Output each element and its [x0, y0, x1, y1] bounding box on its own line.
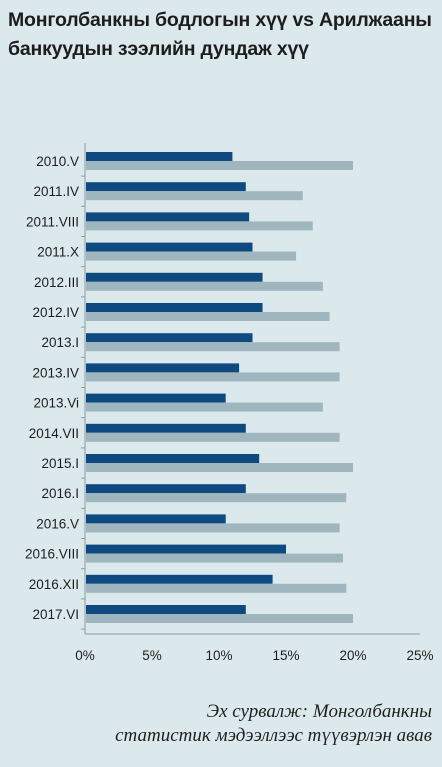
category-label: 2013.IV	[32, 365, 79, 380]
category-label: 2016.V	[36, 516, 79, 531]
bar-policy-rate	[86, 423, 246, 433]
bar-policy-rate	[86, 544, 286, 554]
bar-loan-rate	[86, 342, 340, 352]
chart-title: Монголбанкны бодлогын хүү vs Арилжааны б…	[8, 6, 438, 64]
bar-policy-rate	[86, 152, 233, 161]
bar-loan-rate	[86, 463, 353, 472]
category-label: 2016.VIII	[25, 547, 79, 562]
category-label: 2016.I	[41, 486, 79, 501]
bar-policy-rate	[86, 182, 246, 192]
category-label: 2013.I	[41, 335, 79, 350]
bar-loan-rate	[86, 402, 323, 412]
bar-policy-rate	[86, 363, 240, 373]
bar-loan-rate	[86, 372, 340, 382]
category-label: 2011.X	[37, 245, 79, 260]
category-label: 2016.XII	[29, 577, 79, 592]
bar-loan-rate	[86, 553, 343, 563]
source-line-2: статистик мэдээллээс түүвэрлэн авав	[115, 725, 432, 746]
source-note: Эх сурвалж: Монголбанкны статистик мэдээ…	[12, 700, 432, 748]
bar-loan-rate	[86, 191, 303, 201]
chart-title-line-2: банкуудын зээлийн дундаж хүү	[8, 38, 309, 60]
category-label: 2013.Vi	[33, 396, 79, 411]
x-tick-label: 0%	[75, 648, 95, 663]
bar-loan-rate	[86, 251, 297, 261]
bar-policy-rate	[86, 212, 250, 222]
bar-loan-rate	[86, 614, 353, 623]
category-label: 2017.VI	[32, 607, 79, 622]
category-label: 2011.IV	[33, 184, 79, 199]
bar-loan-rate	[86, 312, 330, 321]
category-label: 2010.V	[36, 154, 79, 169]
category-label: 2012.III	[34, 275, 79, 290]
x-tick-label: 5%	[142, 648, 162, 663]
chart-title-line-1: Монголбанкны бодлогын хүү vs Арилжааны	[8, 9, 432, 31]
bar-policy-rate	[86, 514, 226, 524]
bar-policy-rate	[86, 574, 273, 584]
category-label: 2014.VII	[29, 426, 79, 441]
source-line-1: Эх сурвалж: Монголбанкны	[206, 701, 432, 722]
bar-policy-rate	[86, 333, 253, 343]
bar-policy-rate	[86, 242, 253, 252]
bar-policy-rate	[86, 484, 246, 494]
bar-policy-rate	[86, 393, 226, 403]
bar-loan-rate	[86, 523, 340, 533]
bar-loan-rate	[86, 221, 313, 231]
bar-loan-rate	[86, 583, 347, 593]
bar-loan-rate	[86, 493, 347, 503]
bar-policy-rate	[86, 303, 263, 312]
bar-policy-rate	[86, 454, 260, 463]
x-tick-label: 20%	[339, 648, 366, 663]
bar-policy-rate	[86, 272, 263, 282]
bar-loan-rate	[86, 161, 353, 170]
category-label: 2015.I	[41, 456, 79, 471]
category-label: 2011.VIII	[26, 214, 79, 229]
x-tick-label: 10%	[205, 648, 232, 663]
x-tick-label: 25%	[406, 648, 433, 663]
bar-policy-rate	[86, 605, 246, 614]
x-tick-label: 15%	[272, 648, 299, 663]
bar-loan-rate	[86, 432, 340, 442]
bar-loan-rate	[86, 281, 323, 291]
category-label: 2012.IV	[32, 305, 79, 320]
